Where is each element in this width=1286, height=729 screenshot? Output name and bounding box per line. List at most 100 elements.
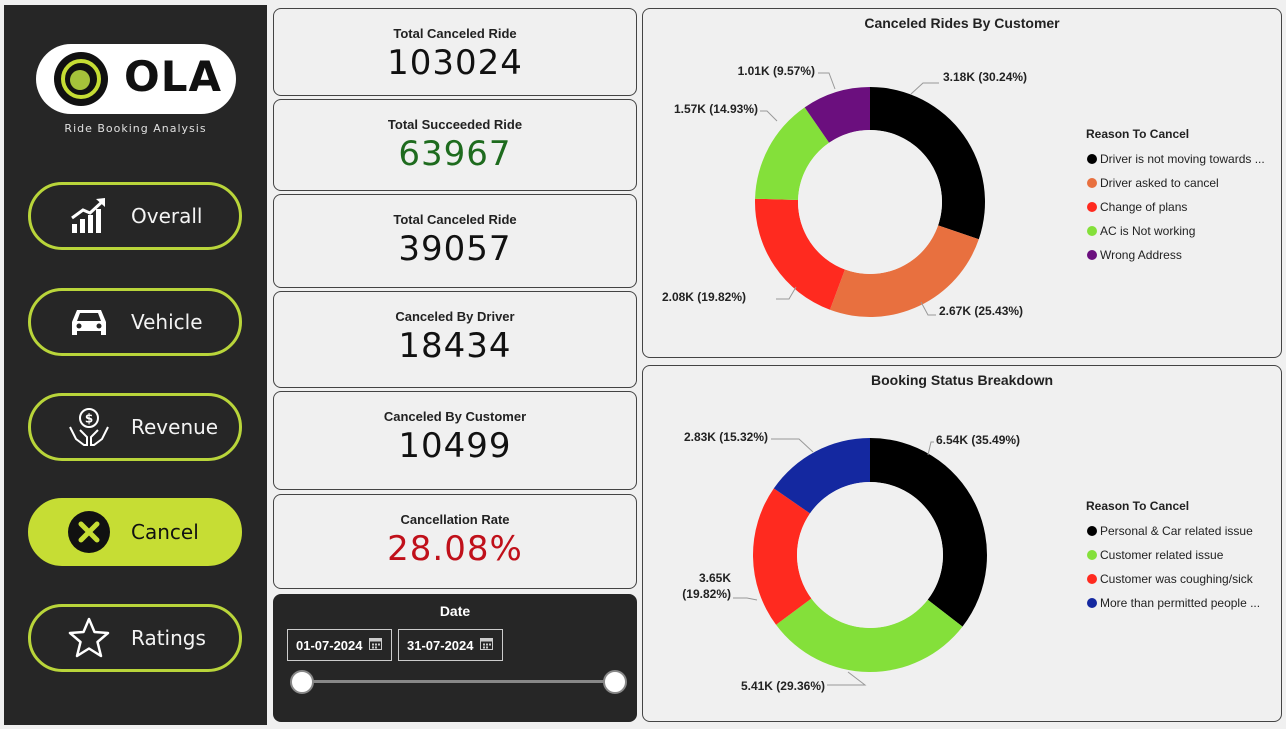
legend-swatch <box>1087 202 1097 212</box>
donut-slice[interactable] <box>776 598 963 672</box>
legend-label: AC is Not working <box>1100 224 1196 238</box>
donut-hole <box>797 482 943 628</box>
star-icon <box>67 616 111 660</box>
data-label: 5.41K (29.36%) <box>741 679 825 693</box>
svg-text:$: $ <box>85 412 93 426</box>
legend-item[interactable]: Driver asked to cancel <box>1086 171 1265 195</box>
legend-label: Change of plans <box>1100 200 1188 214</box>
kpi-title: Canceled By Driver <box>395 309 515 324</box>
data-label: 2.08K (19.82%) <box>662 290 746 304</box>
donut-slice[interactable] <box>829 225 979 317</box>
x-circle-icon <box>67 510 111 554</box>
chart-title: Canceled Rides By Customer <box>864 15 1060 31</box>
kpi-value: 18434 <box>398 326 512 366</box>
kpi-card-total-canceled: Total Canceled Ride 103024 <box>273 8 637 96</box>
leader-line <box>776 286 797 300</box>
dashboard-subtitle: Ride Booking Analysis <box>64 122 207 135</box>
legend-swatch <box>1087 226 1097 236</box>
kpi-value: 28.08% <box>387 529 523 569</box>
legend-label: Customer related issue <box>1100 548 1224 562</box>
date-slider-end-handle[interactable] <box>603 670 627 694</box>
nav-revenue-button[interactable]: $ Revenue <box>28 393 242 461</box>
date-filter-title: Date <box>439 603 471 619</box>
chart-legend: Reason To Cancel Driver is not moving to… <box>1086 127 1265 267</box>
start-date-value: 01-07-2024 <box>296 637 363 653</box>
nav-ratings-button[interactable]: Ratings <box>28 604 242 672</box>
kpi-value: 103024 <box>387 43 523 83</box>
sidebar: OLA Ride Booking Analysis Overall Vehi <box>4 5 267 725</box>
leader-line <box>920 301 936 316</box>
nav-vehicle-label: Vehicle <box>131 310 203 334</box>
nav-vehicle-button[interactable]: Vehicle <box>28 288 242 356</box>
legend-item[interactable]: Change of plans <box>1086 195 1265 219</box>
donut-chart: 3.18K (30.24%) 2.67K (25.43%) 2.08K (19.82… <box>662 64 1027 318</box>
legend-swatch <box>1087 526 1097 536</box>
leader-line <box>818 72 836 90</box>
leader-line <box>910 82 939 95</box>
legend-label: Customer was coughing/sick <box>1100 572 1253 586</box>
chart-title: Booking Status Breakdown <box>870 372 1054 388</box>
car-icon <box>67 300 111 344</box>
end-date-input[interactable]: 31-07-2024 <box>398 629 503 661</box>
kpi-title: Total Canceled Ride <box>393 26 517 41</box>
kpi-title: Total Canceled Ride <box>393 212 517 227</box>
money-hands-icon: $ <box>67 405 111 449</box>
legend-swatch <box>1087 178 1097 188</box>
donut-slice[interactable] <box>773 438 870 514</box>
legend-item[interactable]: Customer related issue <box>1086 543 1260 567</box>
chart-legend: Reason To Cancel Personal & Car related … <box>1086 499 1260 615</box>
chart-panel-booking-status: Booking Status Breakdown 6.54K (35.49%) 5… <box>642 365 1282 722</box>
kpi-title: Cancellation Rate <box>400 512 510 527</box>
donut-slice[interactable] <box>870 87 985 240</box>
calendar-icon <box>479 637 493 653</box>
chart-growth-icon <box>67 194 111 238</box>
start-date-input[interactable]: 01-07-2024 <box>287 629 392 661</box>
nav-ratings-label: Ratings <box>131 626 206 650</box>
date-slider-track[interactable] <box>303 680 615 683</box>
date-slider-start-handle[interactable] <box>290 670 314 694</box>
legend-swatch <box>1087 154 1097 164</box>
kpi-card-total-succeeded: Total Succeeded Ride 63967 <box>273 99 637 191</box>
legend-swatch <box>1087 550 1097 560</box>
data-label: 1.01K (9.57%) <box>738 64 815 78</box>
data-label: 1.57K (14.93%) <box>674 102 758 116</box>
legend-item[interactable]: More than permitted people ... <box>1086 591 1260 615</box>
data-label: 3.18K (30.24%) <box>943 70 1027 84</box>
kpi-card-canceled-by-customer: Canceled By Customer 10499 <box>273 391 637 490</box>
legend-label: Personal & Car related issue <box>1100 524 1253 538</box>
kpi-card-canceled-by-driver: Canceled By Driver 18434 <box>273 291 637 388</box>
legend-label: Wrong Address <box>1100 248 1182 262</box>
donut-hole <box>798 130 942 274</box>
nav-cancel-button[interactable]: Cancel <box>28 498 242 566</box>
nav-revenue-label: Revenue <box>131 415 219 439</box>
nav-overall-button[interactable]: Overall <box>28 182 242 250</box>
calendar-icon <box>368 637 382 653</box>
leader-line <box>760 110 778 122</box>
ola-logo-icon <box>54 52 108 106</box>
donut-slice[interactable] <box>755 107 830 200</box>
legend-item[interactable]: Driver is not moving towards ... <box>1086 147 1265 171</box>
donut-slice[interactable] <box>870 438 987 627</box>
nav-overall-label: Overall <box>131 204 203 228</box>
legend-label: Driver asked to cancel <box>1100 176 1219 190</box>
ola-logo: OLA <box>36 44 236 114</box>
donut-slice[interactable] <box>753 488 812 625</box>
kpi-title: Canceled By Customer <box>383 409 527 424</box>
chart-panel-canceled-by-customer: Canceled Rides By Customer 3.18K (30.24%… <box>642 8 1282 358</box>
kpi-card-total-canceled-2: Total Canceled Ride 39057 <box>273 194 637 288</box>
legend-title: Reason To Cancel <box>1086 499 1190 513</box>
legend-item[interactable]: Personal & Car related issue <box>1086 519 1260 543</box>
legend-item[interactable]: Wrong Address <box>1086 243 1265 267</box>
donut-slice[interactable] <box>755 198 845 310</box>
data-label: 3.65K (19.82%) <box>682 571 731 601</box>
donut-slice[interactable] <box>804 87 870 143</box>
legend-title: Reason To Cancel <box>1086 127 1190 141</box>
legend-item[interactable]: Customer was coughing/sick <box>1086 567 1260 591</box>
legend-swatch <box>1087 250 1097 260</box>
kpi-value: 63967 <box>398 134 512 174</box>
leader-line <box>927 441 934 456</box>
legend-item[interactable]: AC is Not working <box>1086 219 1265 243</box>
leader-line <box>733 597 758 601</box>
leader-line <box>827 671 867 686</box>
kpi-card-cancellation-rate: Cancellation Rate 28.08% <box>273 494 637 589</box>
